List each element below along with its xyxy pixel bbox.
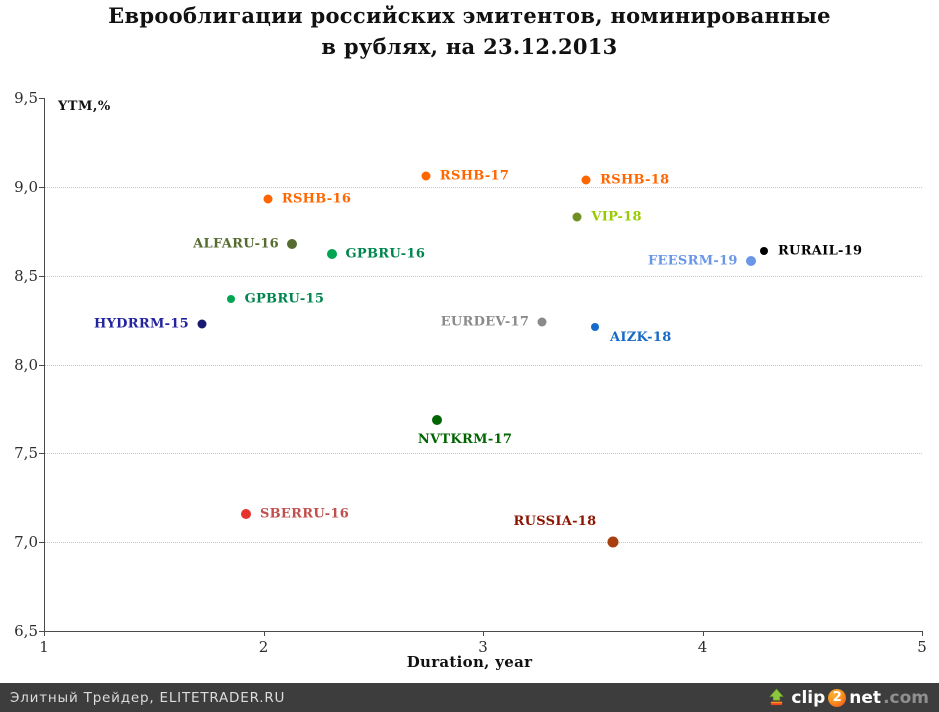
logo-text-clip: clip <box>791 687 826 708</box>
scatter-plot-area: 6,5 7,0 7,5 8,0 8,5 9,0 9,5 1 2 3 4 5 RSHB-17 RSHB-18… <box>14 89 927 656</box>
data-point-AIZK-18 <box>590 323 599 332</box>
x-tick-label: 3 <box>478 638 488 656</box>
y-tick-label: 7,5 <box>14 444 38 463</box>
data-point-label-RURAIL-19: RURAIL-19 <box>777 243 863 259</box>
x-tick <box>263 631 265 636</box>
data-point-GPBRU-15 <box>226 294 235 303</box>
y-tick-label: 8,5 <box>14 266 38 285</box>
data-point-label-NVTKRM-17: NVTKRM-17 <box>417 431 513 447</box>
gridline-y-7,0 <box>44 542 922 544</box>
y-tick-label: 9,5 <box>14 89 38 107</box>
gridline-y-7,5 <box>44 453 922 455</box>
data-point-RSHB-18 <box>581 175 591 185</box>
data-point-label-HYDRRM-15: HYDRRM-15 <box>94 316 190 332</box>
chart-title-line2: в рублях, на 23.12.2013 <box>321 34 618 59</box>
x-axis-label: Duration, year <box>406 653 533 671</box>
gridline-y-8,5 <box>44 275 922 277</box>
data-point-label-FEESRM-19: FEESRM-19 <box>647 253 738 269</box>
x-tick <box>702 631 704 636</box>
data-point-GPBRU-16 <box>326 249 337 260</box>
data-point-NVTKRM-17 <box>431 414 442 425</box>
y-tick <box>39 453 44 455</box>
clip2net-logo: clip 2 net .com <box>767 688 929 708</box>
data-point-VIP-18 <box>572 212 582 222</box>
gridline-y-8,0 <box>44 364 922 366</box>
x-tick <box>483 631 484 636</box>
y-tick <box>39 542 44 544</box>
data-point-label-GPBRU-16: GPBRU-16 <box>345 246 426 262</box>
data-point-label-RSHB-17: RSHB-17 <box>439 168 510 184</box>
gridline-y-9,0 <box>44 186 922 188</box>
y-axis-line <box>44 98 45 631</box>
data-point-FEESRM-19 <box>745 256 756 267</box>
y-tick <box>39 364 44 366</box>
y-tick-label: 9,0 <box>14 177 38 196</box>
x-tick-label: 4 <box>697 638 708 656</box>
upload-arrow-icon <box>769 688 785 706</box>
data-point-label-RUSSIA-18: RUSSIA-18 <box>513 514 597 530</box>
data-point-label-ALFARU-16: ALFARU-16 <box>193 236 280 252</box>
x-tick <box>44 631 45 636</box>
y-tick-label: 8,0 <box>14 355 38 374</box>
y-tick <box>39 98 44 99</box>
data-point-label-SBERRU-16: SBERRU-16 <box>259 506 350 522</box>
data-point-label-AIZK-18: AIZK-18 <box>609 330 672 346</box>
footer-credit-text: Элитный Трейдер, ELITETRADER.RU <box>10 689 286 706</box>
data-point-RUSSIA-18 <box>607 536 618 548</box>
logo-text-dotcom: .com <box>883 687 929 708</box>
data-point-ALFARU-16 <box>287 238 298 249</box>
y-tick-label: 7,0 <box>14 533 38 552</box>
y-tick <box>39 631 44 632</box>
data-point-label-RSHB-16: RSHB-16 <box>281 191 352 207</box>
logo-badge-2: 2 <box>828 688 847 707</box>
data-point-label-RSHB-18: RSHB-18 <box>600 172 670 188</box>
footer-bar: Элитный Трейдер, ELITETRADER.RU clip 2 n… <box>0 683 939 712</box>
data-point-RSHB-17 <box>421 171 431 181</box>
data-point-label-EURDEV-17: EURDEV-17 <box>440 314 530 330</box>
data-point-label-GPBRU-15: GPBRU-15 <box>244 291 325 307</box>
data-point-SBERRU-16 <box>240 508 251 519</box>
x-tick <box>922 631 923 636</box>
chart-title: Еврооблигации российских эмитентов, номи… <box>0 0 939 62</box>
x-tick-label: 1 <box>39 638 49 656</box>
y-tick <box>39 275 44 277</box>
data-point-RURAIL-19 <box>759 246 768 255</box>
data-point-label-VIP-18: VIP-18 <box>591 209 642 225</box>
x-tick-label: 5 <box>917 638 927 656</box>
data-point-HYDRRM-15 <box>197 319 207 329</box>
data-point-RSHB-16 <box>263 194 273 204</box>
y-tick-label: 6,5 <box>14 622 38 640</box>
y-axis-label: YTM,% <box>58 99 111 114</box>
logo-text-net: net <box>849 687 882 708</box>
x-tick-label: 2 <box>258 638 269 656</box>
chart-title-line1: Еврооблигации российских эмитентов, номи… <box>108 3 831 28</box>
y-tick <box>39 186 44 188</box>
data-point-EURDEV-17 <box>537 317 547 327</box>
